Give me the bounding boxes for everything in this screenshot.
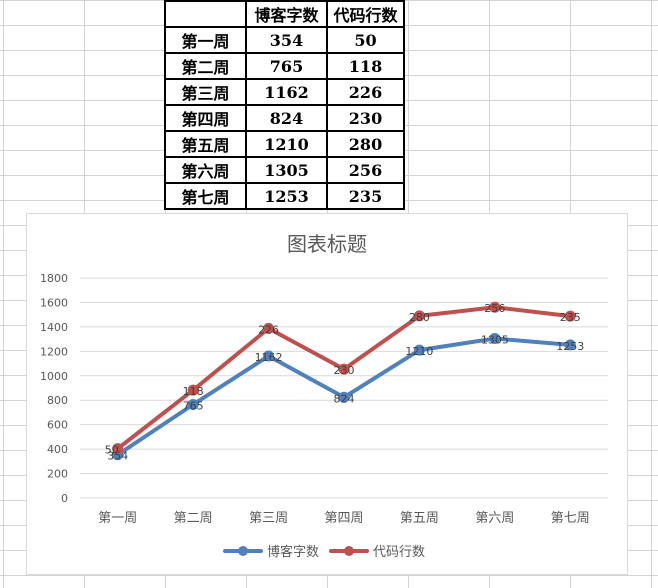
series-line xyxy=(115,305,573,451)
y-tick-label: 1400 xyxy=(40,321,68,334)
data-point xyxy=(338,363,350,375)
x-tick-label: 第三周 xyxy=(249,511,288,526)
data-point xyxy=(564,310,576,322)
data-label: 280 xyxy=(409,311,430,324)
data-label: 1305 xyxy=(481,334,509,347)
legend-marker xyxy=(238,546,248,556)
y-tick-label: 200 xyxy=(47,468,68,481)
table-cell[interactable]: 235 xyxy=(326,182,405,210)
table-header-cell[interactable] xyxy=(164,0,247,28)
y-tick-label: 0 xyxy=(61,492,68,505)
x-tick-label: 第五周 xyxy=(400,511,439,526)
data-label: 1253 xyxy=(556,340,584,353)
data-label: 1210 xyxy=(405,345,433,358)
table-cell[interactable]: 280 xyxy=(326,130,405,158)
table-cell[interactable]: 765 xyxy=(245,52,328,80)
x-tick-label: 第一周 xyxy=(98,511,137,526)
table-row: 第七周 1253 235 xyxy=(164,182,405,210)
data-point xyxy=(489,333,501,344)
table-header-row: 博客字数 代码行数 xyxy=(164,0,405,28)
table-row: 第二周 765 118 xyxy=(164,52,405,80)
row-label-cell[interactable]: 第七周 xyxy=(164,182,247,210)
y-tick-label: 400 xyxy=(47,443,68,456)
data-label: 50 xyxy=(105,444,119,457)
data-point xyxy=(263,322,275,334)
data-label: 226 xyxy=(258,323,279,336)
table-cell[interactable]: 1162 xyxy=(245,78,328,106)
data-point xyxy=(413,344,425,356)
data-label: 235 xyxy=(560,311,581,324)
x-tick-label: 第七周 xyxy=(551,511,590,526)
row-label-cell[interactable]: 第四周 xyxy=(164,104,247,132)
row-label-cell[interactable]: 第五周 xyxy=(164,130,247,158)
y-tick-label: 1000 xyxy=(40,370,68,383)
table-header-cell[interactable]: 博客字数 xyxy=(245,0,328,28)
y-tick-label: 1800 xyxy=(40,272,68,285)
data-label: 1162 xyxy=(255,351,283,364)
data-point xyxy=(112,443,124,455)
data-label: 824 xyxy=(334,392,355,405)
data-label: 765 xyxy=(183,400,204,413)
data-point xyxy=(489,301,501,313)
chart-title[interactable]: 图表标题 xyxy=(287,232,367,256)
legend-label: 博客字数 xyxy=(267,544,319,560)
data-point xyxy=(413,310,425,322)
data-point xyxy=(564,339,576,351)
table-row: 第五周 1210 280 xyxy=(164,130,405,158)
data-point xyxy=(187,399,199,410)
y-tick-label: 800 xyxy=(47,394,68,407)
x-tick-label: 第二周 xyxy=(174,511,213,526)
table-cell[interactable]: 1210 xyxy=(245,130,328,158)
table-cell[interactable]: 118 xyxy=(326,52,405,80)
table-cell[interactable]: 824 xyxy=(245,104,328,132)
data-table: 博客字数 代码行数 第一周 354 50 第二周 765 118 第三周 1162 226 第四周 82… xyxy=(164,0,405,210)
chart-canvas: 0 200 400 600 800 1000 1200 1400 1600 1800 第一周 第二周 第… xyxy=(40,272,608,560)
row-label-cell[interactable]: 第六周 xyxy=(164,156,247,184)
table-cell[interactable]: 226 xyxy=(326,78,405,106)
data-label: 354 xyxy=(107,450,128,463)
y-tick-label: 1600 xyxy=(40,296,68,309)
y-tick-label: 600 xyxy=(47,419,68,432)
data-point xyxy=(263,350,275,362)
data-point xyxy=(187,384,199,396)
table-cell[interactable]: 1305 xyxy=(245,156,328,184)
line-chart[interactable]: 图表标题 0 200 400 600 800 1000 1200 1400 1600 1800 第一… xyxy=(26,213,628,575)
row-label-cell[interactable]: 第一周 xyxy=(164,26,247,54)
legend-marker xyxy=(344,546,354,556)
row-label-cell[interactable]: 第二周 xyxy=(164,52,247,80)
table-cell[interactable]: 230 xyxy=(326,104,405,132)
table-cell[interactable]: 50 xyxy=(326,26,405,54)
table-row: 第六周 1305 256 xyxy=(164,156,405,184)
y-tick-label: 1200 xyxy=(40,345,68,358)
table-cell[interactable]: 354 xyxy=(245,26,328,54)
table-cell[interactable]: 1253 xyxy=(245,182,328,210)
data-label: 256 xyxy=(484,302,505,315)
x-tick-label: 第六周 xyxy=(475,511,514,526)
row-label-cell[interactable]: 第三周 xyxy=(164,78,247,106)
table-row: 第四周 824 230 xyxy=(164,104,405,132)
data-point xyxy=(338,391,350,403)
table-row: 第一周 354 50 xyxy=(164,26,405,54)
table-cell[interactable]: 256 xyxy=(326,156,405,184)
x-tick-label: 第四周 xyxy=(324,511,363,526)
data-label: 230 xyxy=(334,364,355,377)
table-header-cell[interactable]: 代码行数 xyxy=(326,0,405,28)
legend-label: 代码行数 xyxy=(373,545,425,560)
data-label: 118 xyxy=(183,385,204,398)
table-row: 第三周 1162 226 xyxy=(164,78,405,106)
